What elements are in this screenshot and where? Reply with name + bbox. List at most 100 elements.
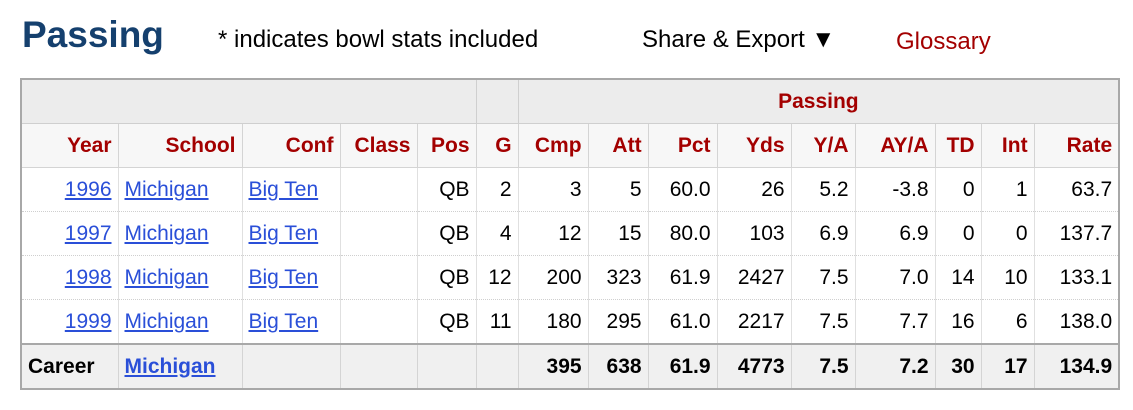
empty-cell [339, 255, 418, 300]
cell: 60.0 [647, 167, 718, 212]
cell: 6.9 [790, 211, 856, 256]
empty-cell [475, 343, 519, 390]
career-row: Career Michigan 395 638 61.9 4773 7.5 7.2 30 17 13… [20, 343, 1120, 390]
cell: -3.8 [854, 167, 936, 212]
cell: 1996 [20, 167, 119, 212]
cell-link[interactable]: Michigan [124, 177, 209, 201]
column-header: Yds [716, 123, 792, 168]
cell: QB [416, 167, 477, 212]
cell: 30 [934, 343, 982, 390]
empty-cell [339, 211, 418, 256]
cell: 7.5 [790, 255, 856, 300]
cell: 12 [475, 255, 519, 300]
cell: 17 [980, 343, 1035, 390]
empty-cell [339, 167, 418, 212]
column-header: Pos [416, 123, 477, 168]
cell-link[interactable]: Big Ten [248, 221, 319, 245]
cell: 14 [934, 255, 982, 300]
cell: 0 [934, 211, 982, 256]
cell: 200 [517, 255, 589, 300]
cell-link[interactable]: Michigan [124, 221, 209, 245]
cell: 1 [980, 167, 1035, 212]
group-header: Passing [517, 78, 1120, 124]
cell: 395 [517, 343, 589, 390]
empty-cell [339, 343, 418, 390]
data-row: 1998 Michigan Big Ten QB 12 200 323 61.9 2427 7.5… [20, 255, 1120, 300]
column-header-row: Year School Conf Class Pos G Cmp Att Pct Yds Y/A AY… [20, 123, 1120, 168]
column-header: Conf [241, 123, 341, 168]
cell: 61.9 [647, 343, 718, 390]
column-header: Year [20, 123, 119, 168]
column-header: TD [934, 123, 982, 168]
data-row: 1999 Michigan Big Ten QB 11 180 295 61.0 2217 7.5… [20, 299, 1120, 345]
cell: 6 [980, 299, 1035, 345]
cell-link[interactable]: Michigan [124, 265, 209, 289]
cell-link[interactable]: Big Ten [248, 265, 319, 289]
cell: 11 [475, 299, 519, 345]
cell: 16 [934, 299, 982, 345]
cell: 7.5 [790, 299, 856, 345]
cell: 5.2 [790, 167, 856, 212]
cell: 1999 [20, 299, 119, 345]
cell: 2427 [716, 255, 792, 300]
cell-link[interactable]: Big Ten [248, 177, 319, 201]
column-header: Att [587, 123, 649, 168]
group-header-row: Passing [20, 78, 1120, 124]
cell: 3 [517, 167, 589, 212]
cell: 7.0 [854, 255, 936, 300]
column-header: Pct [647, 123, 718, 168]
data-row: 1997 Michigan Big Ten QB 4 12 15 80.0 103 6.9 6.9 0… [20, 211, 1120, 256]
cell-link[interactable]: 1997 [64, 221, 112, 245]
cell: 61.9 [647, 255, 718, 300]
column-header: AY/A [854, 123, 936, 168]
cell: Big Ten [241, 255, 341, 300]
cell-link[interactable]: 1996 [64, 177, 112, 201]
cell: 638 [587, 343, 649, 390]
cell: 10 [980, 255, 1035, 300]
cell-link[interactable]: Michigan [124, 354, 216, 378]
cell-link[interactable]: 1998 [64, 265, 112, 289]
cell: 2217 [716, 299, 792, 345]
cell: 133.1 [1033, 255, 1120, 300]
cell: 137.7 [1033, 211, 1120, 256]
glossary-link[interactable]: Glossary [896, 28, 991, 55]
cell: Michigan [117, 255, 243, 300]
header: Passing * indicates bowl stats included … [0, 0, 1133, 78]
cell: Michigan [117, 299, 243, 345]
cell: 4 [475, 211, 519, 256]
cell-link[interactable]: 1999 [64, 309, 112, 333]
cell: 103 [716, 211, 792, 256]
cell: 0 [980, 211, 1035, 256]
cell: 61.0 [647, 299, 718, 345]
share-export[interactable]: Share & Export ▼ [642, 26, 836, 53]
empty-cell [416, 343, 477, 390]
column-header: Cmp [517, 123, 589, 168]
column-header: Int [980, 123, 1035, 168]
cell: Big Ten [241, 167, 341, 212]
cell-link[interactable]: Michigan [124, 309, 209, 333]
cell: 6.9 [854, 211, 936, 256]
column-header: School [117, 123, 243, 168]
cell: 12 [517, 211, 589, 256]
cell: Michigan [117, 167, 243, 212]
cell: 180 [517, 299, 589, 345]
note: * indicates bowl stats included [218, 26, 539, 53]
cell: Big Ten [241, 211, 341, 256]
cell: 4773 [716, 343, 792, 390]
column-header: Class [339, 123, 418, 168]
cell: 80.0 [647, 211, 718, 256]
passing-table: Passing Year School Conf Class Pos G Cmp Att Pct… [20, 78, 1121, 390]
blank-group [475, 78, 519, 124]
column-header: G [475, 123, 519, 168]
cell: 138.0 [1033, 299, 1120, 345]
column-header: Rate [1033, 123, 1120, 168]
career-label: Career [20, 343, 119, 390]
column-header: Y/A [790, 123, 856, 168]
cell: 7.2 [854, 343, 936, 390]
cell: 323 [587, 255, 649, 300]
cell: Big Ten [241, 299, 341, 345]
blank-group [20, 78, 477, 124]
cell: Michigan [117, 211, 243, 256]
cell: 1997 [20, 211, 119, 256]
cell-link[interactable]: Big Ten [248, 309, 319, 333]
